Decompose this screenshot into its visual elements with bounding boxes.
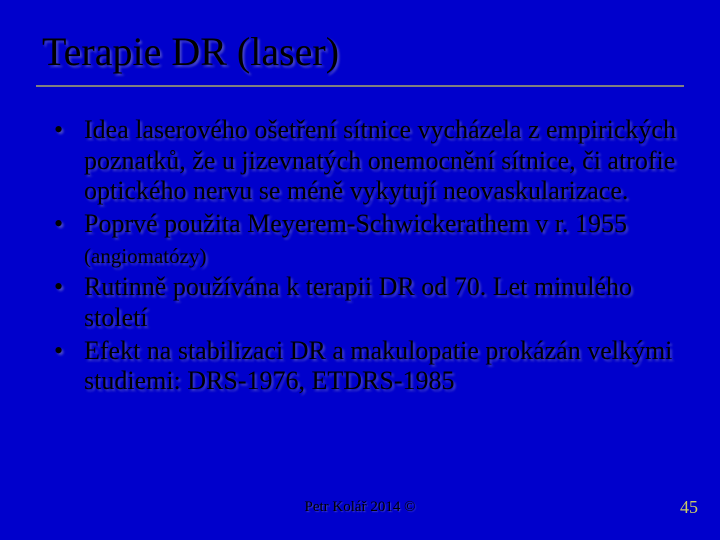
- bullet-text-small: (angiomatózy): [84, 244, 206, 268]
- list-item: Poprvé použita Meyerem-Schwickerathem v …: [54, 209, 684, 270]
- bullet-text: Poprvé použita Meyerem-Schwickerathem v …: [84, 209, 627, 238]
- bullet-text: Efekt na stabilizaci DR a makulopatie pr…: [84, 336, 672, 396]
- slide-title: Terapie DR (laser): [42, 28, 684, 75]
- footer-credit: Petr Kolář 2014 ©: [0, 499, 720, 516]
- title-divider: [36, 85, 684, 87]
- slide: Terapie DR (laser) Idea laserového ošetř…: [0, 0, 720, 540]
- bullet-list: Idea laserového ošetření sítnice vycháze…: [36, 115, 684, 397]
- page-number: 45: [680, 497, 698, 518]
- bullet-text: Rutinně používána k terapii DR od 70. Le…: [84, 272, 632, 332]
- list-item: Idea laserového ošetření sítnice vycháze…: [54, 115, 684, 207]
- list-item: Rutinně používána k terapii DR od 70. Le…: [54, 272, 684, 333]
- list-item: Efekt na stabilizaci DR a makulopatie pr…: [54, 336, 684, 397]
- bullet-text: Idea laserového ošetření sítnice vycháze…: [84, 115, 676, 205]
